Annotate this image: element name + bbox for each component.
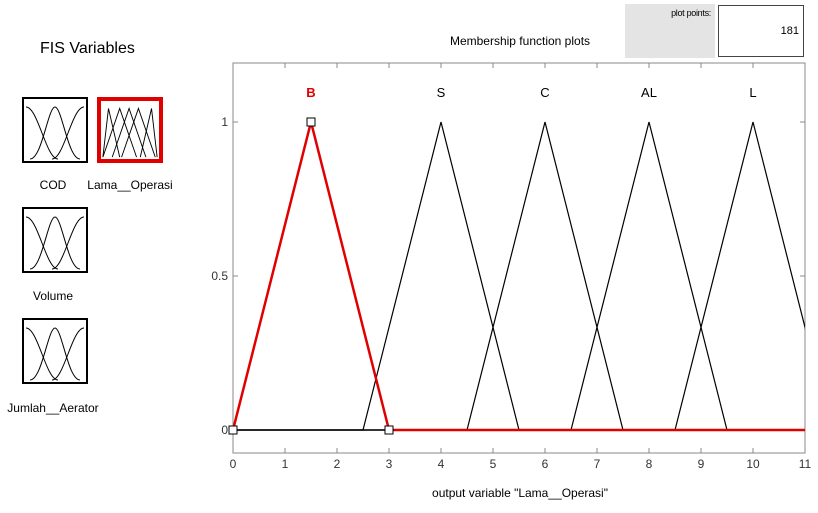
plot-title: Membership function plots <box>449 34 591 48</box>
x-tick-label: 10 <box>746 457 760 471</box>
fis-variable-label: Jumlah__Aerator <box>7 401 99 415</box>
fis-variable-label: COD <box>39 178 67 192</box>
fis-variables-title: FIS Variables <box>40 40 135 57</box>
plot-area <box>232 62 806 454</box>
parameter-handle[interactable] <box>228 425 238 435</box>
membership-function-curve <box>233 121 805 432</box>
plot-points-label: plot points: <box>671 8 711 18</box>
x-tick-label: 9 <box>698 457 705 471</box>
x-tick-label: 4 <box>438 457 445 471</box>
membership-function-label: AL <box>641 85 657 100</box>
y-tick-label: 0 <box>221 423 228 437</box>
membership-function-label: C <box>540 85 549 100</box>
x-tick-label: 6 <box>542 457 549 471</box>
fis-variable-label: Lama__Operasi <box>87 178 173 192</box>
fis-variable-tile[interactable] <box>22 318 88 384</box>
x-tick-label: 11 <box>799 457 812 471</box>
x-axis-label: output variable "Lama__Operasi" <box>432 486 608 500</box>
fis-variable-tile[interactable] <box>22 207 88 273</box>
parameter-handle[interactable] <box>306 117 316 127</box>
fis-variable-tile[interactable] <box>97 97 163 163</box>
x-tick-label: 5 <box>490 457 497 471</box>
plot-points-input[interactable] <box>718 5 804 57</box>
x-tick-label: 3 <box>386 457 393 471</box>
membership-function-label: B <box>306 85 315 100</box>
plot-points-panel: plot points: <box>625 4 715 58</box>
membership-function-label: L <box>749 85 756 100</box>
fis-variable-label: Volume <box>32 289 74 303</box>
x-tick-label: 1 <box>282 457 289 471</box>
membership-function-label: S <box>437 85 446 100</box>
y-tick-label: 1 <box>221 115 228 129</box>
membership-curves-icon <box>102 107 158 158</box>
x-tick-label: 7 <box>594 457 601 471</box>
x-tick-label: 2 <box>334 457 341 471</box>
membership-curves-icon <box>25 216 85 270</box>
parameter-handle[interactable] <box>384 425 394 435</box>
membership-curves-icon <box>25 106 85 160</box>
membership-curves-icon <box>25 327 85 381</box>
fis-variable-tile[interactable] <box>22 97 88 163</box>
x-tick-label: 0 <box>230 457 237 471</box>
x-tick-label: 8 <box>646 457 653 471</box>
y-tick-label: 0.5 <box>211 269 228 283</box>
